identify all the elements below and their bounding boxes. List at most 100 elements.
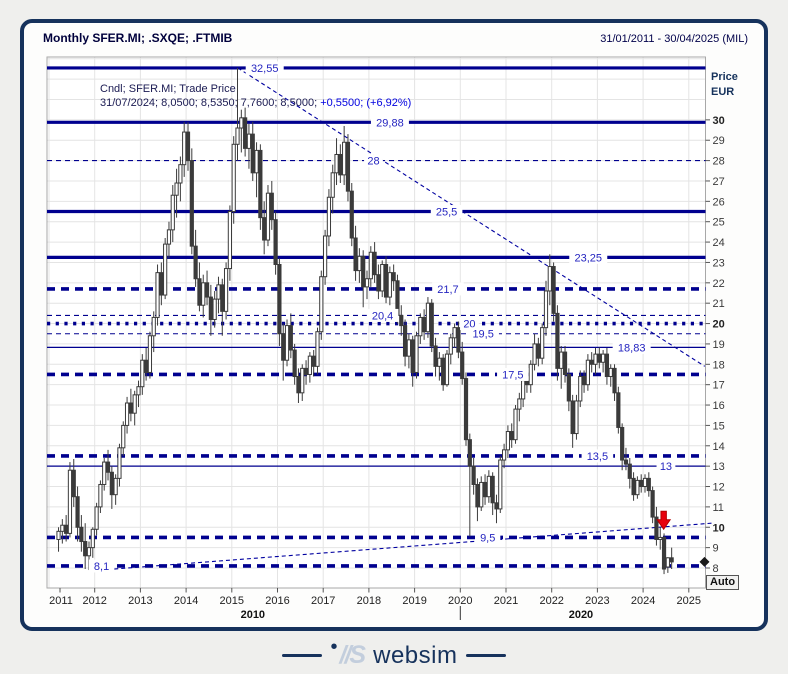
candle-body[interactable] xyxy=(239,117,244,129)
candle-body[interactable] xyxy=(414,335,419,373)
trendline-ascending-support[interactable] xyxy=(93,522,712,572)
candle-body[interactable] xyxy=(422,316,427,333)
y-axis-label[interactable]: 20 xyxy=(713,319,725,331)
candle-body[interactable] xyxy=(284,325,290,361)
candle-body[interactable] xyxy=(311,355,316,367)
candle-body[interactable] xyxy=(262,217,267,241)
candle-body[interactable] xyxy=(513,408,518,441)
x-axis-label[interactable]: 2021 xyxy=(494,595,518,607)
candle-body[interactable] xyxy=(620,426,625,461)
candle-body[interactable] xyxy=(71,469,76,498)
candle-body[interactable] xyxy=(486,475,491,498)
y-axis-label[interactable]: 19 xyxy=(713,339,725,351)
candle-body[interactable] xyxy=(277,263,282,335)
candle-body[interactable] xyxy=(608,367,613,378)
y-axis-label[interactable]: 12 xyxy=(713,482,725,494)
candle-body[interactable] xyxy=(178,164,183,184)
candle-body[interactable] xyxy=(147,335,153,373)
candle-body[interactable] xyxy=(509,431,514,441)
candle-body[interactable] xyxy=(303,367,309,375)
candle-body[interactable] xyxy=(323,235,328,278)
y-axis-label[interactable]: 29 xyxy=(713,135,725,147)
candle-body[interactable] xyxy=(631,477,636,496)
candle-body[interactable] xyxy=(128,402,133,414)
candle-body[interactable] xyxy=(452,327,457,339)
candle-body[interactable] xyxy=(338,153,343,176)
candle-body[interactable] xyxy=(639,479,644,488)
candle-body[interactable] xyxy=(189,160,194,247)
candle-body[interactable] xyxy=(566,373,571,402)
y-axis-label[interactable]: 23 xyxy=(713,257,725,269)
candle-body[interactable] xyxy=(109,471,114,496)
candle-body[interactable] xyxy=(140,359,145,388)
candle-body[interactable] xyxy=(292,349,297,378)
x-axis-label[interactable]: 2020 xyxy=(448,595,472,607)
candle-body[interactable] xyxy=(669,557,674,563)
candle-body[interactable] xyxy=(315,331,320,367)
candle-body[interactable] xyxy=(665,557,670,568)
candle-body[interactable] xyxy=(604,353,610,378)
candle-body[interactable] xyxy=(250,133,255,174)
candle-body[interactable] xyxy=(463,378,469,441)
candle-body[interactable] xyxy=(170,194,175,231)
candle-body[interactable] xyxy=(410,339,415,373)
candle-body[interactable] xyxy=(345,141,351,192)
candle-body[interactable] xyxy=(543,290,549,329)
x-axis-label[interactable]: 2025 xyxy=(677,595,701,607)
candle-body[interactable] xyxy=(288,325,293,351)
candle-body[interactable] xyxy=(402,325,408,357)
candle-body[interactable] xyxy=(136,386,141,396)
candle-body[interactable] xyxy=(658,536,663,540)
candle-body[interactable] xyxy=(246,133,252,149)
candle-body[interactable] xyxy=(505,431,511,451)
candle-body[interactable] xyxy=(254,149,259,174)
candle-body[interactable] xyxy=(593,353,598,365)
candle-body[interactable] xyxy=(467,439,472,467)
candle-body[interactable] xyxy=(326,196,332,237)
candle-body[interactable] xyxy=(64,524,69,534)
candle-body[interactable] xyxy=(635,479,640,496)
candle-body[interactable] xyxy=(83,541,88,557)
candle-body[interactable] xyxy=(102,461,107,485)
candle-body[interactable] xyxy=(227,211,232,270)
y-axis-label[interactable]: 8 xyxy=(713,563,719,575)
candle-body[interactable] xyxy=(642,477,648,488)
candle-body[interactable] xyxy=(208,296,213,320)
candle-body[interactable] xyxy=(155,272,160,318)
candle-body[interactable] xyxy=(265,192,271,241)
y-axis-label[interactable]: 18 xyxy=(713,359,725,371)
candle-body[interactable] xyxy=(661,536,667,570)
candle-body[interactable] xyxy=(235,127,240,145)
candle-body[interactable] xyxy=(456,327,461,353)
auto-scale-button[interactable]: Auto xyxy=(706,575,740,590)
candle-body[interactable] xyxy=(498,459,503,510)
candle-body[interactable] xyxy=(551,266,556,314)
y-axis-label[interactable]: 17 xyxy=(713,380,725,392)
candle-body[interactable] xyxy=(357,255,362,272)
candle-body[interactable] xyxy=(223,268,229,312)
x-axis-label[interactable]: 2019 xyxy=(402,595,426,607)
candle-body[interactable] xyxy=(334,153,339,174)
candle-body[interactable] xyxy=(163,243,168,296)
candle-body[interactable] xyxy=(547,266,552,292)
candle-body[interactable] xyxy=(650,490,655,518)
candle-body[interactable] xyxy=(182,131,187,166)
candle-body[interactable] xyxy=(300,367,305,394)
candle-body[interactable] xyxy=(448,337,453,355)
candle-body[interactable] xyxy=(559,351,564,369)
candle-body[interactable] xyxy=(307,355,312,375)
candle-body[interactable] xyxy=(570,400,575,435)
candle-body[interactable] xyxy=(361,255,366,288)
candle-body[interactable] xyxy=(517,398,522,410)
candle-body[interactable] xyxy=(220,284,225,312)
candle-body[interactable] xyxy=(75,496,80,528)
x-axis-label[interactable]: 2011 xyxy=(49,595,73,607)
y-axis-label[interactable]: 15 xyxy=(713,420,725,432)
candle-body[interactable] xyxy=(601,353,606,363)
candle-body[interactable] xyxy=(216,284,221,300)
candle-body[interactable] xyxy=(193,245,198,280)
y-axis-label[interactable]: 21 xyxy=(713,298,725,310)
candle-body[interactable] xyxy=(269,192,274,221)
candle-body[interactable] xyxy=(597,353,602,363)
candle-body[interactable] xyxy=(201,282,206,306)
